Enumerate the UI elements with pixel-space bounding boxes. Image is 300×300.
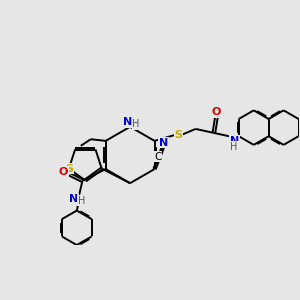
Text: O: O — [212, 107, 221, 117]
Text: H: H — [132, 119, 140, 129]
Text: N: N — [69, 194, 78, 204]
Text: S: S — [174, 130, 182, 140]
Text: N: N — [159, 137, 168, 148]
Text: S: S — [65, 164, 73, 174]
Text: C: C — [154, 152, 161, 162]
Text: H: H — [230, 142, 238, 152]
Text: N: N — [230, 136, 239, 146]
Text: H: H — [78, 196, 85, 206]
Text: N: N — [123, 118, 132, 128]
Text: O: O — [59, 167, 68, 177]
